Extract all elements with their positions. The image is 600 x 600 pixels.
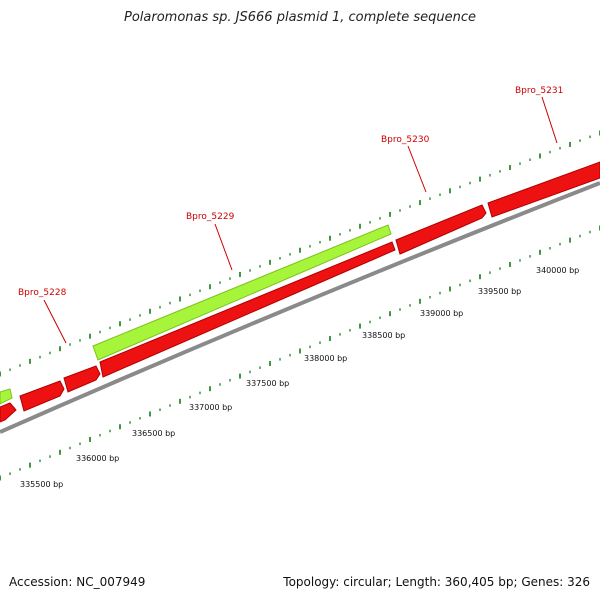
position-label: 337000 bp: [189, 403, 232, 412]
map-title: Polaromonas sp. JS666 plasmid 1, complet…: [123, 10, 476, 25]
gene-label[interactable]: Bpro_5228: [18, 288, 67, 298]
position-label: 336000 bp: [76, 454, 119, 463]
leader-line: [214, 223, 233, 271]
reverse-gene[interactable]: [395, 204, 487, 255]
position-labels: 335500 bp 336000 bp 336500 bp 337000 bp …: [20, 266, 579, 489]
reverse-gene[interactable]: [63, 365, 101, 393]
forward-gene[interactable]: [92, 224, 392, 361]
forward-strand: [0, 224, 392, 405]
gene-label[interactable]: Bpro_5231: [515, 86, 563, 96]
reverse-gene[interactable]: [487, 161, 600, 218]
position-label: 340000 bp: [536, 266, 579, 275]
position-label: 338000 bp: [304, 354, 347, 363]
position-label: 339000 bp: [420, 309, 463, 318]
reverse-strand: [0, 161, 600, 423]
leader-line: [407, 145, 427, 193]
gene-label[interactable]: Bpro_5229: [186, 212, 235, 222]
reverse-gene[interactable]: [19, 380, 65, 412]
outer-tick-ring: [0, 130, 600, 377]
accession-text: Accession: NC_007949: [9, 575, 146, 589]
position-label: 335500 bp: [20, 480, 63, 489]
gene-label[interactable]: Bpro_5230: [381, 135, 430, 145]
reverse-gene[interactable]: [99, 241, 396, 378]
leader-line: [541, 96, 558, 144]
position-label: 337500 bp: [246, 379, 289, 388]
gene-labels: Bpro_5228 Bpro_5229 Bpro_5230 Bpro_5231: [18, 86, 563, 298]
inner-tick-ring: [0, 225, 600, 481]
position-label: 339500 bp: [478, 287, 521, 296]
forward-gene[interactable]: [0, 388, 13, 405]
leader-line: [43, 299, 67, 344]
reverse-gene[interactable]: [0, 402, 17, 423]
position-label: 336500 bp: [132, 429, 175, 438]
gene-label-leaders: [43, 96, 558, 344]
topology-info-text: Topology: circular; Length: 360,405 bp; …: [283, 575, 590, 589]
backbone-line: [0, 181, 600, 434]
position-label: 338500 bp: [362, 331, 405, 340]
